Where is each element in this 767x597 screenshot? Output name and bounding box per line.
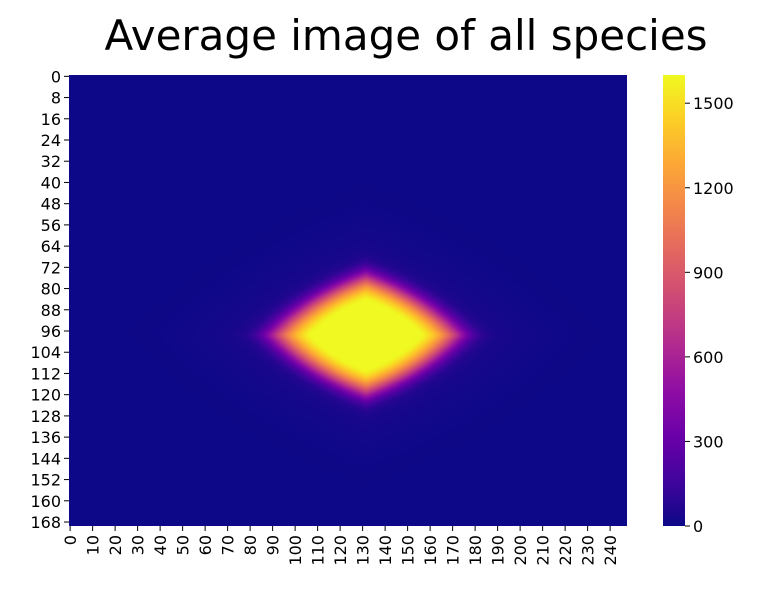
x-tick-label: 140 — [376, 535, 395, 566]
x-tick-label: 160 — [421, 535, 440, 566]
y-tick-label: 72 — [41, 258, 61, 277]
x-tick-label: 230 — [579, 535, 598, 566]
x-tick-label: 70 — [219, 535, 238, 555]
x-axis: 0 10 20 30 40 50 60 70 80 90 100 110 120 130 140 150 160… — [61, 526, 620, 566]
colorbar-axis: 0 300 600 900 1200 1500 — [685, 94, 734, 536]
x-tick-label: 10 — [84, 535, 103, 555]
x-tick-label: 40 — [151, 535, 170, 555]
y-tick-label: 112 — [30, 364, 61, 383]
x-tick-label: 0 — [61, 535, 80, 545]
y-tick-label: 168 — [30, 513, 61, 532]
y-tick-label: 152 — [30, 471, 61, 490]
colorbar-tick-label: 600 — [693, 348, 724, 367]
y-tick-label: 128 — [30, 407, 61, 426]
y-tick-label: 56 — [41, 216, 61, 235]
y-tick-label: 136 — [30, 428, 61, 447]
x-tick-label: 30 — [129, 535, 148, 555]
x-tick-label: 220 — [556, 535, 575, 566]
x-tick-label: 50 — [174, 535, 193, 555]
y-tick-label: 160 — [30, 492, 61, 511]
y-tick-label: 104 — [30, 343, 61, 362]
y-axis: 0 8 16 24 32 40 48 56 64 72 80 88 96 104 112 120 128 136 1… — [30, 67, 69, 532]
y-tick-label: 48 — [41, 195, 61, 214]
y-tick-label: 64 — [41, 237, 61, 256]
colorbar-tick-label: 0 — [693, 517, 703, 536]
x-tick-label: 60 — [196, 535, 215, 555]
x-tick-label: 120 — [331, 535, 350, 566]
y-tick-label: 144 — [30, 449, 61, 468]
y-tick-label: 8 — [51, 89, 61, 108]
y-tick-label: 96 — [41, 322, 61, 341]
x-tick-label: 170 — [444, 535, 463, 566]
y-tick-label: 120 — [30, 386, 61, 405]
x-tick-label: 180 — [466, 535, 485, 566]
colorbar-tick-label: 1500 — [693, 94, 734, 113]
y-tick-label: 24 — [41, 131, 61, 150]
colorbar-tick-label: 900 — [693, 263, 724, 282]
x-tick-label: 130 — [354, 535, 373, 566]
x-tick-label: 210 — [534, 535, 553, 566]
x-tick-label: 150 — [399, 535, 418, 566]
x-tick-label: 240 — [601, 535, 620, 566]
y-tick-label: 40 — [41, 173, 61, 192]
colorbar-tick-label: 1200 — [693, 179, 734, 198]
y-tick-label: 16 — [41, 110, 61, 129]
heatmap-image — [69, 75, 627, 526]
y-tick-label: 0 — [51, 67, 61, 86]
x-tick-label: 80 — [241, 535, 260, 555]
x-tick-label: 110 — [309, 535, 328, 566]
y-tick-label: 88 — [41, 301, 61, 320]
y-tick-label: 80 — [41, 280, 61, 299]
heatmap-area — [69, 75, 627, 526]
x-tick-label: 20 — [106, 535, 125, 555]
y-tick-label: 32 — [41, 152, 61, 171]
x-tick-label: 90 — [264, 535, 283, 555]
x-tick-label: 200 — [511, 535, 530, 566]
x-tick-label: 100 — [286, 535, 305, 566]
colorbar-gradient — [663, 75, 685, 526]
chart-title: Average image of all species — [104, 11, 707, 60]
colorbar — [663, 75, 685, 526]
x-tick-label: 190 — [489, 535, 508, 566]
colorbar-tick-label: 300 — [693, 432, 724, 451]
